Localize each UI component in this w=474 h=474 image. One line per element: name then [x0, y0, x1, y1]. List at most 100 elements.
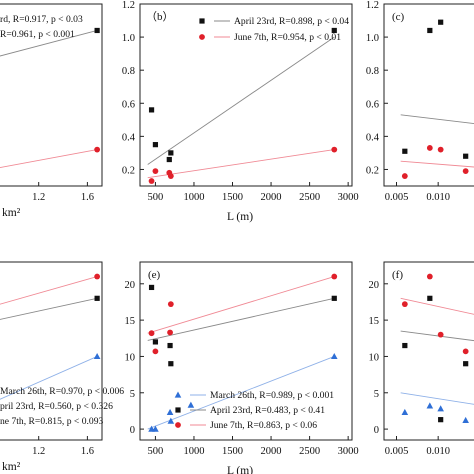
- data-point-square: [463, 361, 469, 367]
- y-tick-label: 5: [374, 389, 379, 400]
- data-point-circle: [426, 273, 433, 280]
- fit-line: [400, 297, 474, 315]
- data-point-circle: [331, 273, 338, 280]
- data-point-square: [331, 27, 337, 34]
- data-point-triangle: [93, 352, 101, 360]
- plot-frame: [0, 3, 103, 187]
- legend-entry: June 7th, R=0.954, p < 0.01: [234, 32, 341, 43]
- x-tick-label: 1.6: [81, 446, 94, 457]
- panel-d: 1.2 1.6 km² March 26th, R=0.970, p < 0.006 p…: [0, 261, 124, 473]
- y-tick-label: 0.2: [366, 165, 379, 176]
- panel-label: （b）: [146, 10, 174, 23]
- panel-e: 500 1000 1500 2000 2500 3000 0 5 10 15 20 (e) L (m) M…: [125, 261, 359, 474]
- data-point-square: [427, 295, 433, 301]
- fit-line: [400, 160, 474, 168]
- x-tick-label: 1.6: [81, 192, 94, 203]
- data-layer: [0, 273, 101, 400]
- data-layer: [0, 27, 101, 169]
- fit-line: [400, 392, 474, 405]
- x-tick-label: 1.2: [32, 192, 45, 203]
- data-point-square: [152, 339, 159, 345]
- data-point-square: [152, 142, 159, 148]
- data-point-square: [94, 295, 100, 301]
- x-tick-label: 2500: [299, 446, 320, 457]
- data-point-square: [148, 284, 155, 291]
- x-tick-label: 500: [148, 192, 164, 203]
- x-tick-label: 500: [148, 446, 164, 457]
- plot-frame: [139, 3, 353, 187]
- data-point-circle: [167, 173, 174, 179]
- legend-entry: April 23rd, R=0.898, p < 0.04: [234, 16, 349, 27]
- x-axis-title: km²: [2, 207, 21, 219]
- fit-line: [147, 276, 335, 334]
- data-point-circle: [401, 301, 408, 308]
- panel-label: (e): [148, 269, 161, 281]
- data-point-square: [167, 342, 173, 349]
- y-tick-label: 5: [130, 389, 135, 400]
- x-tick-label: 1500: [222, 446, 243, 457]
- fit-line: [147, 36, 335, 165]
- legend-entry: rd, R=0.917, p < 0.03: [0, 14, 83, 25]
- data-point-triangle: [187, 401, 195, 408]
- fit-line: [400, 330, 474, 342]
- data-point-circle: [152, 348, 159, 355]
- fit-line: [0, 297, 98, 320]
- x-tick-label: 1.2: [32, 446, 45, 457]
- legend-marker-circle: [175, 422, 181, 428]
- legend-marker-triangle: [174, 391, 182, 398]
- data-point-square: [438, 19, 444, 25]
- data-point-triangle: [166, 408, 174, 415]
- y-tick-label: 0: [374, 425, 379, 436]
- data-point-square: [168, 150, 174, 156]
- x-axis-title: km²: [2, 461, 21, 473]
- y-tick-label: 0.4: [366, 132, 380, 143]
- data-point-triangle: [330, 352, 338, 360]
- y-tick-label: 15: [125, 316, 136, 327]
- data-layer: [400, 273, 474, 423]
- y-tick-label: 10: [125, 352, 136, 363]
- y-tick-label: 0.4: [122, 132, 136, 143]
- y-tick-label: 0.8: [122, 66, 135, 77]
- legend-entry: June 7th, R=0.863, p < 0.06: [210, 420, 317, 431]
- fit-line: [0, 149, 98, 169]
- data-point-square: [168, 361, 174, 367]
- legend-marker-square: [175, 407, 181, 413]
- panel-label: (c): [392, 11, 405, 23]
- x-tick-label: 2000: [261, 446, 282, 457]
- data-layer: [147, 27, 338, 184]
- x-tick-label: 1000: [183, 192, 204, 203]
- fit-line: [0, 356, 98, 400]
- y-tick-label: 0.2: [122, 165, 135, 176]
- panel-label: (f): [392, 269, 403, 281]
- data-point-circle: [437, 146, 444, 153]
- data-point-circle: [437, 331, 444, 338]
- y-tick-label: 1.0: [122, 33, 135, 44]
- y-tick-label: 0.8: [366, 66, 379, 77]
- y-tick-label: 1.0: [366, 33, 379, 44]
- y-tick-label: 15: [369, 316, 380, 327]
- fit-line: [0, 276, 98, 305]
- legend-entry: pril 23rd, R=0.560, p < 0.326: [0, 401, 113, 412]
- y-tick-label: 20: [369, 280, 380, 291]
- fit-line: [147, 356, 335, 430]
- data-point-circle: [462, 348, 469, 355]
- y-tick-label: 0.6: [366, 99, 379, 110]
- x-tick-label: 2000: [261, 192, 282, 203]
- y-tick-label: 0.6: [122, 99, 135, 110]
- x-tick-label: 3000: [338, 192, 359, 203]
- data-point-square: [438, 417, 444, 423]
- x-tick-label: 0.005: [385, 446, 409, 457]
- data-point-square: [331, 295, 337, 301]
- legend-entry: March 26th, R=0.970, p < 0.006: [0, 386, 124, 397]
- fit-line: [147, 297, 335, 341]
- plot-frame: [139, 261, 353, 441]
- data-point-circle: [94, 273, 101, 280]
- panel-f: 0.005 0.010 0 5 10 15 20 (f): [369, 261, 474, 457]
- data-layer: [147, 273, 338, 432]
- data-point-circle: [148, 330, 155, 337]
- x-tick-label: 1500: [222, 192, 243, 203]
- data-point-triangle: [426, 402, 434, 409]
- legend-entry: April 23rd, R=0.483, p < 0.41: [210, 405, 325, 416]
- y-tick-label: 1.2: [366, 0, 379, 11]
